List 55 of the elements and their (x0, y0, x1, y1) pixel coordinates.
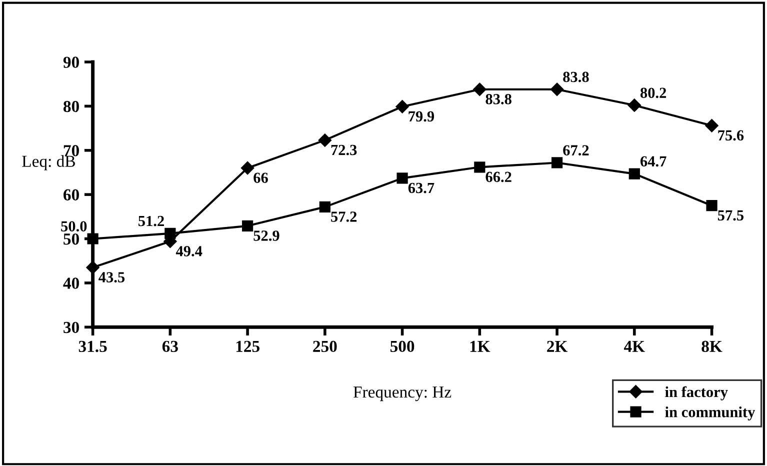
point (705, 119, 718, 132)
data-label: 75.6 (718, 130, 744, 141)
point (473, 82, 486, 96)
point (242, 220, 254, 232)
point (550, 82, 564, 96)
data-label: 79.9 (408, 111, 434, 122)
x-axis-title: Frequency: Hz (353, 386, 452, 402)
data-label: 67.2 (563, 145, 589, 156)
point (628, 168, 640, 180)
y-tick-label: 60 (64, 189, 79, 200)
data-label: 57.2 (331, 212, 357, 222)
point (319, 201, 330, 212)
point (240, 161, 254, 175)
y-tick-label: 90 (63, 56, 79, 68)
data-label: 51.2 (138, 216, 164, 226)
data-label: 63.7 (408, 182, 434, 194)
y-axis-title: Leq: dB (22, 155, 75, 170)
point (628, 98, 641, 112)
point (551, 157, 563, 168)
y-tick-label: 70 (64, 145, 79, 156)
x-tick-label: 31.5 (78, 340, 107, 352)
point (396, 100, 409, 114)
x-tick-label: 125 (236, 340, 260, 352)
data-label: 83.8 (563, 72, 589, 82)
legend-label: in community (665, 406, 756, 420)
data-label: 83.8 (486, 94, 512, 104)
data-label: 50.0 (61, 221, 87, 232)
x-tick-label: 1K (470, 340, 490, 352)
data-label: 64.7 (640, 156, 666, 167)
x-tick-label: 8K (702, 340, 722, 352)
data-label: 66.2 (486, 172, 512, 182)
x-tick-label: 250 (313, 340, 337, 352)
x-tick-label: 63 (162, 340, 178, 352)
x-tick-label: 2K (547, 340, 568, 352)
y-tick-label: 30 (64, 322, 79, 334)
point (318, 134, 332, 147)
data-label: 43.5 (98, 272, 125, 282)
y-tick-label: 80 (64, 100, 79, 112)
y-tick-label: 40 (63, 278, 79, 289)
data-label: 49.4 (176, 246, 202, 256)
point (474, 162, 486, 173)
point (164, 228, 176, 239)
data-label: 80.2 (640, 88, 666, 98)
point (86, 260, 100, 274)
data-label: 72.3 (331, 144, 357, 156)
point (706, 200, 718, 212)
x-tick-label: 4K (624, 340, 645, 352)
point (87, 233, 98, 244)
data-label: 66 (254, 172, 268, 183)
y-tick-label: 50 (64, 233, 79, 245)
legend-label: in factory (665, 386, 728, 400)
point (396, 172, 408, 184)
data-label: 52.9 (254, 230, 280, 241)
data-label: 57.5 (718, 210, 744, 221)
x-tick-label: 500 (390, 340, 414, 352)
